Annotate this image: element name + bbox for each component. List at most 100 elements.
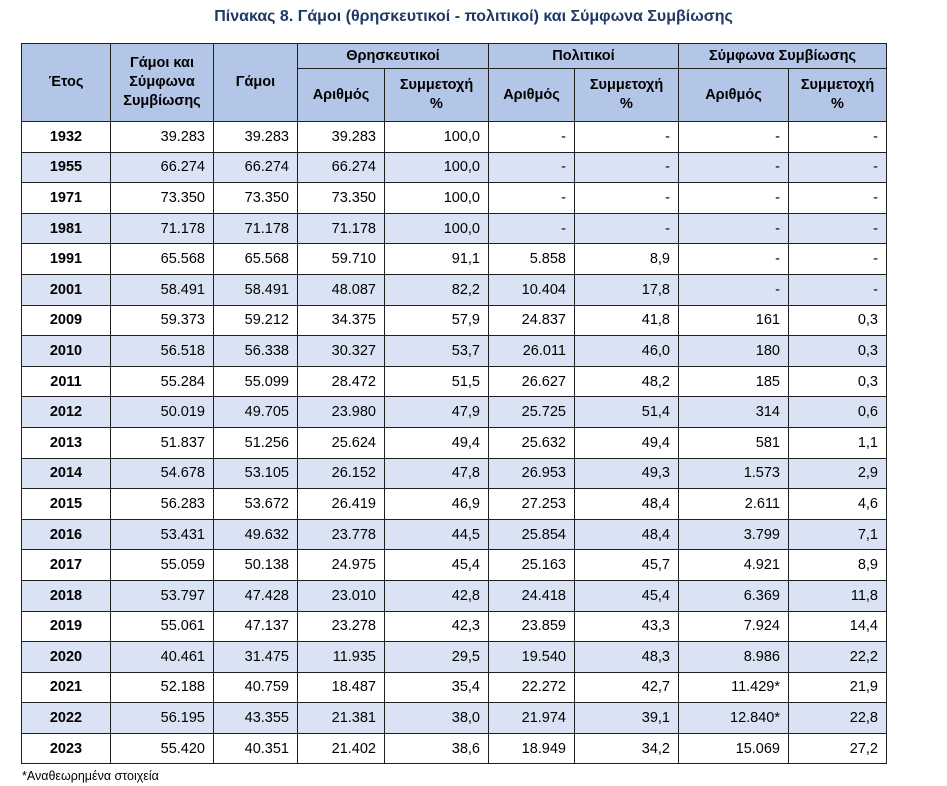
civil-number-cell: 26.953 [488,457,575,490]
civil-number-cell: - [488,121,575,153]
partnership-number-cell: 6.369 [678,579,789,612]
religious-number-cell: 71.178 [297,212,385,245]
religious-share-cell: 53,7 [384,335,489,367]
marriages-cell: 47.137 [213,610,298,643]
table-row: 2016 53.431 49.632 23.778 44,5 25.854 48,4 3.79… [21,518,887,551]
marriages-cell: 40.351 [213,732,298,765]
table-row: 2010 56.518 56.338 30.327 53,7 26.011 46,0 180 0… [21,335,887,367]
header-partnerships-share: Συμμετοχή % [788,68,887,122]
religious-number-cell: 25.624 [297,426,385,459]
year-cell: 1981 [21,212,111,245]
table-row: 2018 53.797 47.428 23.010 42,8 24.418 45,4 6.36… [21,579,887,612]
religious-number-cell: 73.350 [297,182,385,214]
table-row: 2022 56.195 43.355 21.381 38,0 21.974 39,1 12.8… [21,702,887,734]
religious-number-cell: 59.710 [297,243,385,275]
religious-number-cell: 26.152 [297,457,385,490]
religious-number-cell: 48.087 [297,273,385,306]
civil-share-cell: 42,7 [574,671,679,704]
header-religious: Θρησκευτικοί [297,43,489,69]
partnership-number-cell: 4.921 [678,549,789,581]
religious-share-cell: 49,4 [384,426,489,459]
civil-share-cell: 8,9 [574,243,679,275]
header-total: Γάμοι και Σύμφωνα Συμβίωσης [110,43,214,122]
total-cell: 59.373 [110,304,214,337]
partnership-number-cell: 12.840* [678,702,789,734]
table-title: Πίνακας 8. Γάμοι (θρησκευτικοί - πολιτικ… [214,8,733,25]
header-marriages: Γάμοι [213,43,298,122]
year-cell: 2018 [21,579,111,612]
marriages-cell: 31.475 [213,641,298,673]
partnership-share-cell: - [788,182,887,214]
header-civil-number: Αριθμός [488,68,575,122]
civil-number-cell: 26.011 [488,335,575,367]
marriages-cell: 50.138 [213,549,298,581]
civil-number-cell: 23.859 [488,610,575,643]
marriages-cell: 73.350 [213,182,298,214]
marriages-cell: 43.355 [213,702,298,734]
religious-number-cell: 26.419 [297,488,385,520]
religious-share-cell: 45,4 [384,549,489,581]
religious-share-cell: 46,9 [384,488,489,520]
partnership-share-cell: 0,6 [788,396,887,428]
year-cell: 2020 [21,641,111,673]
partnership-number-cell: 8.986 [678,641,789,673]
partnership-number-cell: 185 [678,365,789,398]
partnership-share-cell: 0,3 [788,304,887,337]
religious-share-cell: 38,6 [384,732,489,765]
civil-share-cell: 49,3 [574,457,679,490]
partnership-number-cell: 11.429* [678,671,789,704]
year-cell: 2019 [21,610,111,643]
civil-share-cell: 45,4 [574,579,679,612]
religious-share-cell: 38,0 [384,702,489,734]
partnership-share-cell: 27,2 [788,732,887,765]
civil-share-cell: 48,3 [574,641,679,673]
civil-number-cell: 19.540 [488,641,575,673]
table-row: 1971 73.350 73.350 73.350 100,0- - - - [21,182,887,214]
religious-number-cell: 28.472 [297,365,385,398]
partnership-number-cell: - [678,243,789,275]
table-row: 1932 39.283 39.283 39.283 100,0- - - - [21,121,887,153]
religious-share-cell: 51,5 [384,365,489,398]
marriages-cell: 58.491 [213,273,298,306]
civil-number-cell: 5.858 [488,243,575,275]
year-cell: 1991 [21,243,111,275]
year-cell: 2021 [21,671,111,704]
total-cell: 56.195 [110,702,214,734]
table-row: 2017 55.059 50.138 24.975 45,4 25.163 45,7 4.92… [21,549,887,581]
year-cell: 1932 [21,121,111,153]
year-cell: 2001 [21,273,111,306]
year-cell: 1955 [21,151,111,184]
year-cell: 1971 [21,182,111,214]
table-row: 2019 55.061 47.137 23.278 42,3 23.859 43,3 7.92… [21,610,887,643]
year-cell: 2014 [21,457,111,490]
partnership-share-cell: - [788,273,887,306]
partnership-number-cell: 161 [678,304,789,337]
partnership-share-cell: - [788,212,887,245]
year-cell: 2012 [21,396,111,428]
marriages-cell: 40.759 [213,671,298,704]
total-cell: 73.350 [110,182,214,214]
religious-share-cell: 100,0 [384,182,489,214]
partnership-number-cell: - [678,121,789,153]
marriages-cell: 51.256 [213,426,298,459]
year-cell: 2015 [21,488,111,520]
header-partnerships: Σύμφωνα Συμβίωσης [678,43,887,69]
partnership-number-cell: - [678,212,789,245]
religious-share-cell: 100,0 [384,151,489,184]
year-cell: 2010 [21,335,111,367]
total-cell: 65.568 [110,243,214,275]
partnership-share-cell: 4,6 [788,488,887,520]
religious-share-cell: 35,4 [384,671,489,704]
total-cell: 51.837 [110,426,214,459]
partnership-number-cell: 7.924 [678,610,789,643]
marriages-cell: 49.705 [213,396,298,428]
civil-share-cell: 48,4 [574,488,679,520]
civil-number-cell: - [488,182,575,214]
civil-number-cell: - [488,212,575,245]
religious-share-cell: 42,3 [384,610,489,643]
total-cell: 56.518 [110,335,214,367]
religious-share-cell: 91,1 [384,243,489,275]
year-cell: 2022 [21,702,111,734]
civil-share-cell: 41,8 [574,304,679,337]
table-row: 2014 54.678 53.105 26.152 47,8 26.953 49,3 1.57… [21,457,887,490]
